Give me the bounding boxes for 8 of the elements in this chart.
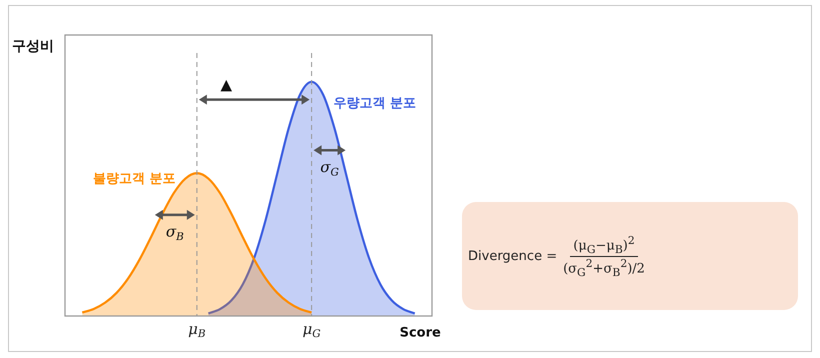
- y-axis-title: 구성비: [12, 38, 54, 55]
- series-label: 우량고객 분포: [334, 96, 416, 112]
- annotation: ▲: [220, 76, 232, 94]
- text: (σ$_{G}$$^{2}$+σ$_{B}$$^{2}$)/2: [563, 256, 645, 278]
- x-axis-title: Score: [400, 325, 441, 340]
- series-label: 불량고객 분포: [92, 172, 176, 187]
- text: Divergence =: [468, 248, 558, 264]
- text: (μ$_{G}$−μ$_{B}$)$^{2}$: [570, 234, 638, 256]
